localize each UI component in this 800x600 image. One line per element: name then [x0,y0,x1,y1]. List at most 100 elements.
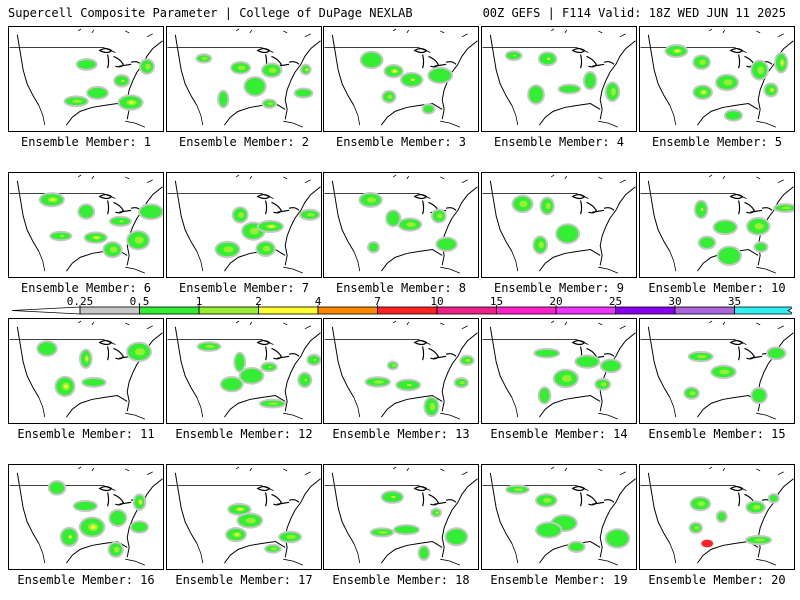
member-map-18 [323,464,479,570]
scp-area-mid [237,65,246,70]
scp-area-high [268,366,272,368]
scp-area [725,111,742,120]
scp-area-mid [610,87,617,96]
scp-area-high [304,378,307,382]
baja-coast [196,397,204,418]
east-coast [284,332,321,412]
scp-area [219,91,228,107]
member-caption-18: Ensemble Member: 18 [332,573,470,587]
scp-area [79,205,94,218]
scp-area-high [59,235,64,237]
scp-area-mid [697,501,706,507]
east-coast [126,332,163,412]
scp-area-mid [268,402,279,405]
cuba-outline [598,412,619,420]
scp-area-mid [205,345,215,349]
great-lakes [256,193,300,215]
cuba-outline [756,558,777,566]
scp-area [429,68,452,83]
colorbar-tick-label: 2 [255,297,262,308]
member-map-1 [8,26,164,132]
scp-area-mid [72,99,82,104]
scp-area [140,205,162,219]
scp-area-mid [373,380,384,384]
baja-coast [511,251,519,272]
scp-area-mid [754,538,765,542]
scp-area-high [68,535,72,539]
cuba-outline [756,266,777,274]
east-coast [757,478,794,558]
scp-area-mid [600,382,607,387]
member-caption-9: Ensemble Member: 9 [493,281,625,295]
colorbar-segment [198,306,259,315]
member-caption-13: Ensemble Member: 13 [332,427,470,441]
west-coast [331,326,355,398]
northern-coastline [235,320,311,330]
baja-coast [511,105,519,126]
scp-area [752,388,766,403]
scp-area-mid [561,374,572,382]
scp-area [569,542,584,552]
scp-area-mid [378,530,388,534]
scp-area-mid [754,222,764,230]
member-map-11 [8,318,164,424]
northern-coastline [708,320,784,330]
scp-area-mid [689,391,696,396]
scp-area [387,211,400,226]
great-lakes [413,47,457,69]
member-map-12 [166,318,322,424]
west-coast [647,180,671,252]
cuba-outline [598,558,619,566]
scp-area-mid [245,517,256,524]
colorbar-tick-label: 10 [430,297,443,308]
member-caption-6: Ensemble Member: 6 [20,281,152,295]
east-coast [284,40,321,120]
northern-coastline [550,174,626,184]
scp-area-mid [781,206,791,210]
great-lakes [413,339,457,361]
scp-area-mid [109,246,118,253]
colorbar-segment [615,306,676,315]
great-lakes [571,47,615,69]
scp-area-high [235,533,239,536]
scp-area [74,501,96,511]
scp-area-high [129,101,134,104]
scp-area-high [94,236,99,239]
scp-area-high [85,357,88,361]
colorbar-tick-label: 35 [728,297,741,308]
baja-coast [511,543,519,564]
member-map-4 [481,26,637,132]
member-map-17 [166,464,322,570]
scp-area-high [90,525,96,529]
scp-area-mid [113,546,120,553]
gulf-coast [538,249,601,272]
northern-coastline [550,466,626,476]
cuba-outline [283,266,304,274]
scp-area-mid [387,94,393,99]
member-caption-1: Ensemble Member: 1 [20,135,152,149]
colorbar-segment [734,306,792,315]
great-lakes [256,339,300,361]
scp-area-high [268,225,274,228]
great-lakes [413,485,457,507]
scp-area-high [391,496,396,498]
scp-area-high [305,68,308,71]
cuba-outline [125,266,146,274]
northern-coastline [392,174,468,184]
scp-area [755,243,767,251]
scp-area [584,72,596,89]
gulf-coast [223,541,286,564]
member-map-8 [323,172,479,278]
scp-area-high [50,198,56,201]
scp-area [131,522,148,532]
run-info: 00Z GEFS | F114 Valid: 18Z WED JUN 11 20… [482,6,786,20]
scp-area-high [770,88,774,92]
member-map-16 [8,464,164,570]
scp-area-high [406,384,412,386]
gulf-coast [696,103,759,126]
scp-area [576,356,599,367]
gulf-coast [223,395,286,418]
scp-area-mid [757,66,764,74]
northern-coastline [708,174,784,184]
colorbar-tick-label: 30 [668,297,681,308]
